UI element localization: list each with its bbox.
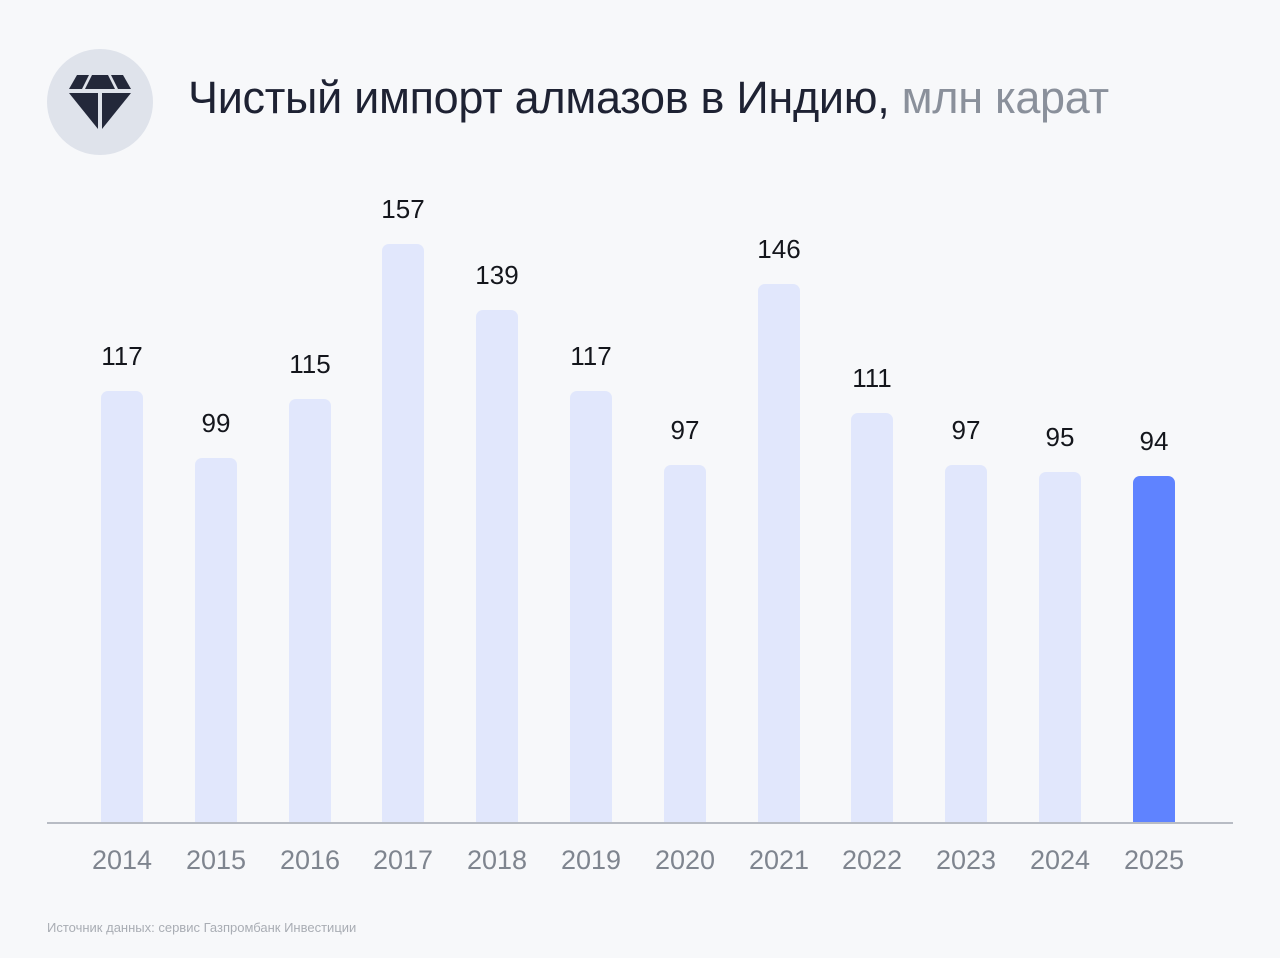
bar-2018 [476,310,518,823]
data-label-2022: 111 [852,363,892,393]
x-axis-line [47,822,1233,824]
bar-2014 [101,391,143,823]
x-tick-2021: 2021 [748,845,810,875]
data-label-2018: 139 [475,260,519,290]
bar-2023 [945,465,987,823]
data-label-2023: 97 [951,415,981,445]
bar-2020 [664,465,706,823]
bar-2024 [1039,472,1081,823]
x-tick-2018: 2018 [466,845,528,875]
data-label-2025: 94 [1139,426,1169,456]
bar-2021 [758,284,800,823]
data-label-2016: 115 [289,349,331,379]
bar-2016 [289,399,331,823]
bar-2015 [195,458,237,823]
x-tick-2016: 2016 [279,845,341,875]
x-tick-2014: 2014 [91,845,153,875]
x-tick-2024: 2024 [1029,845,1091,875]
diamond-icon [69,75,131,129]
title-unit: млн карат [889,72,1110,123]
x-tick-2023: 2023 [935,845,997,875]
source-note: Источник данных: сервис Газпромбанк Инве… [47,920,357,935]
x-tick-2020: 2020 [654,845,716,875]
x-tick-2017: 2017 [372,845,434,875]
data-label-2024: 95 [1045,422,1075,452]
bar-2017 [382,244,424,823]
x-tick-2022: 2022 [841,845,903,875]
data-label-2015: 99 [201,408,231,438]
x-tick-2015: 2015 [185,845,247,875]
title-main: Чистый импорт алмазов в Индию, [188,72,890,123]
bar-2025 [1133,476,1175,823]
bar-2022 [851,413,893,823]
diamond-icon-badge [47,49,153,155]
data-label-2021: 146 [757,234,801,264]
data-label-2014: 117 [101,341,143,371]
data-label-2017: 157 [381,194,425,224]
bar-2019 [570,391,612,823]
x-tick-2025: 2025 [1123,845,1185,875]
x-tick-2019: 2019 [560,845,622,875]
data-label-2020: 97 [670,415,700,445]
data-label-2019: 117 [570,341,612,371]
chart-title: Чистый импорт алмазов в Индию, млн карат [188,72,1109,124]
